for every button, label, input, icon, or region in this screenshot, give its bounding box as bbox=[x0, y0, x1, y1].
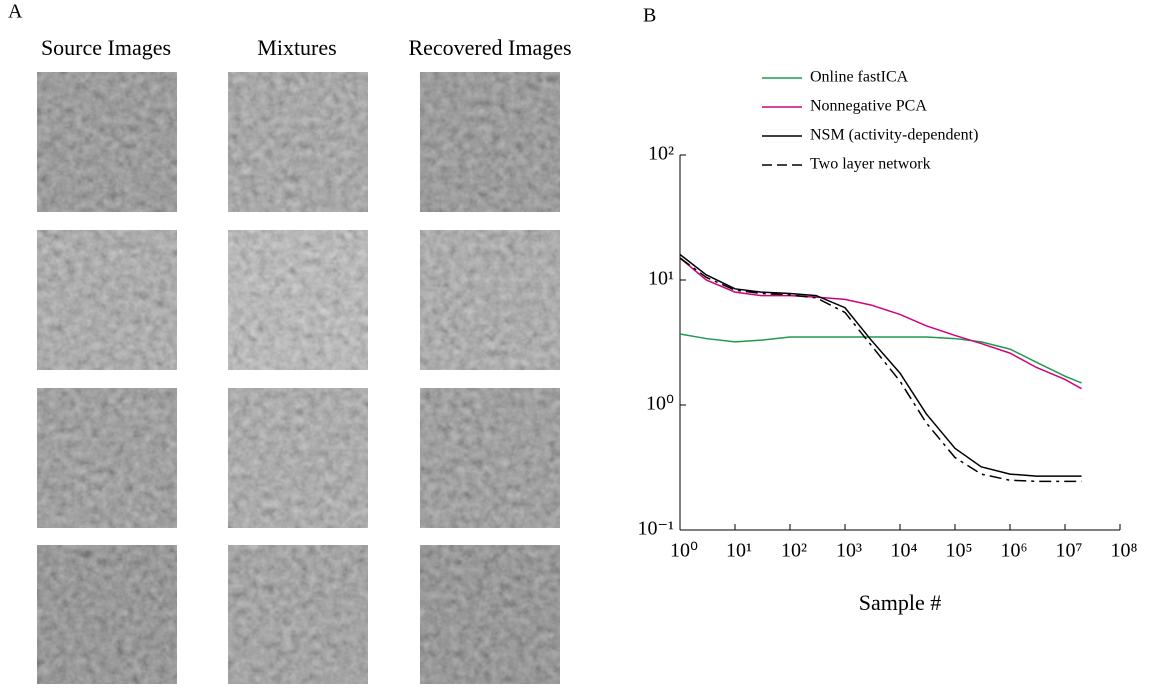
x-tick-label: 10⁵ bbox=[946, 540, 973, 562]
image-texture bbox=[420, 230, 560, 370]
image-texture bbox=[37, 230, 177, 370]
x-tick-label: 10² bbox=[781, 540, 807, 562]
panel-label: A bbox=[8, 1, 23, 23]
x-tick-label: 10¹ bbox=[726, 540, 752, 562]
x-tick-label: 10⁴ bbox=[891, 540, 918, 562]
y-tick-label: 10² bbox=[648, 143, 674, 165]
y-tick-label: 10¹ bbox=[648, 268, 674, 290]
image-texture bbox=[37, 72, 177, 212]
image-texture bbox=[228, 388, 368, 528]
image-texture bbox=[420, 388, 560, 528]
x-tick-label: 10⁶ bbox=[1001, 540, 1028, 562]
x-axis-label: Sample # bbox=[859, 590, 942, 615]
legend-label: Online fastICA bbox=[810, 69, 909, 86]
image-texture bbox=[228, 545, 368, 685]
legend-label: Nonnegative PCA bbox=[810, 98, 927, 115]
series-line bbox=[679, 257, 1082, 390]
image-texture bbox=[420, 72, 560, 212]
x-tick-label: 10⁷ bbox=[1056, 540, 1083, 562]
legend-label: Two layer network bbox=[810, 156, 931, 173]
y-tick-label: 10⁻¹ bbox=[637, 518, 674, 540]
x-tick-label: 10⁸ bbox=[1111, 540, 1138, 562]
legend-label: NSM (activity-dependent) bbox=[810, 127, 978, 144]
image-grid bbox=[37, 72, 560, 685]
image-texture bbox=[228, 72, 368, 212]
image-texture bbox=[420, 545, 560, 685]
y-tick-label: 10⁰ bbox=[646, 393, 674, 415]
image-texture bbox=[37, 388, 177, 528]
panel-label: B bbox=[643, 5, 656, 27]
x-tick-label: 10³ bbox=[836, 540, 862, 562]
image-texture bbox=[228, 230, 368, 370]
series-line bbox=[679, 257, 1082, 483]
column-header: Recovered Images bbox=[408, 35, 571, 60]
series-line bbox=[679, 333, 1082, 384]
series-line bbox=[679, 253, 1082, 477]
column-header: Mixtures bbox=[257, 35, 336, 60]
image-texture bbox=[37, 545, 177, 685]
column-header: Source Images bbox=[41, 35, 171, 60]
x-tick-label: 10⁰ bbox=[670, 540, 698, 562]
